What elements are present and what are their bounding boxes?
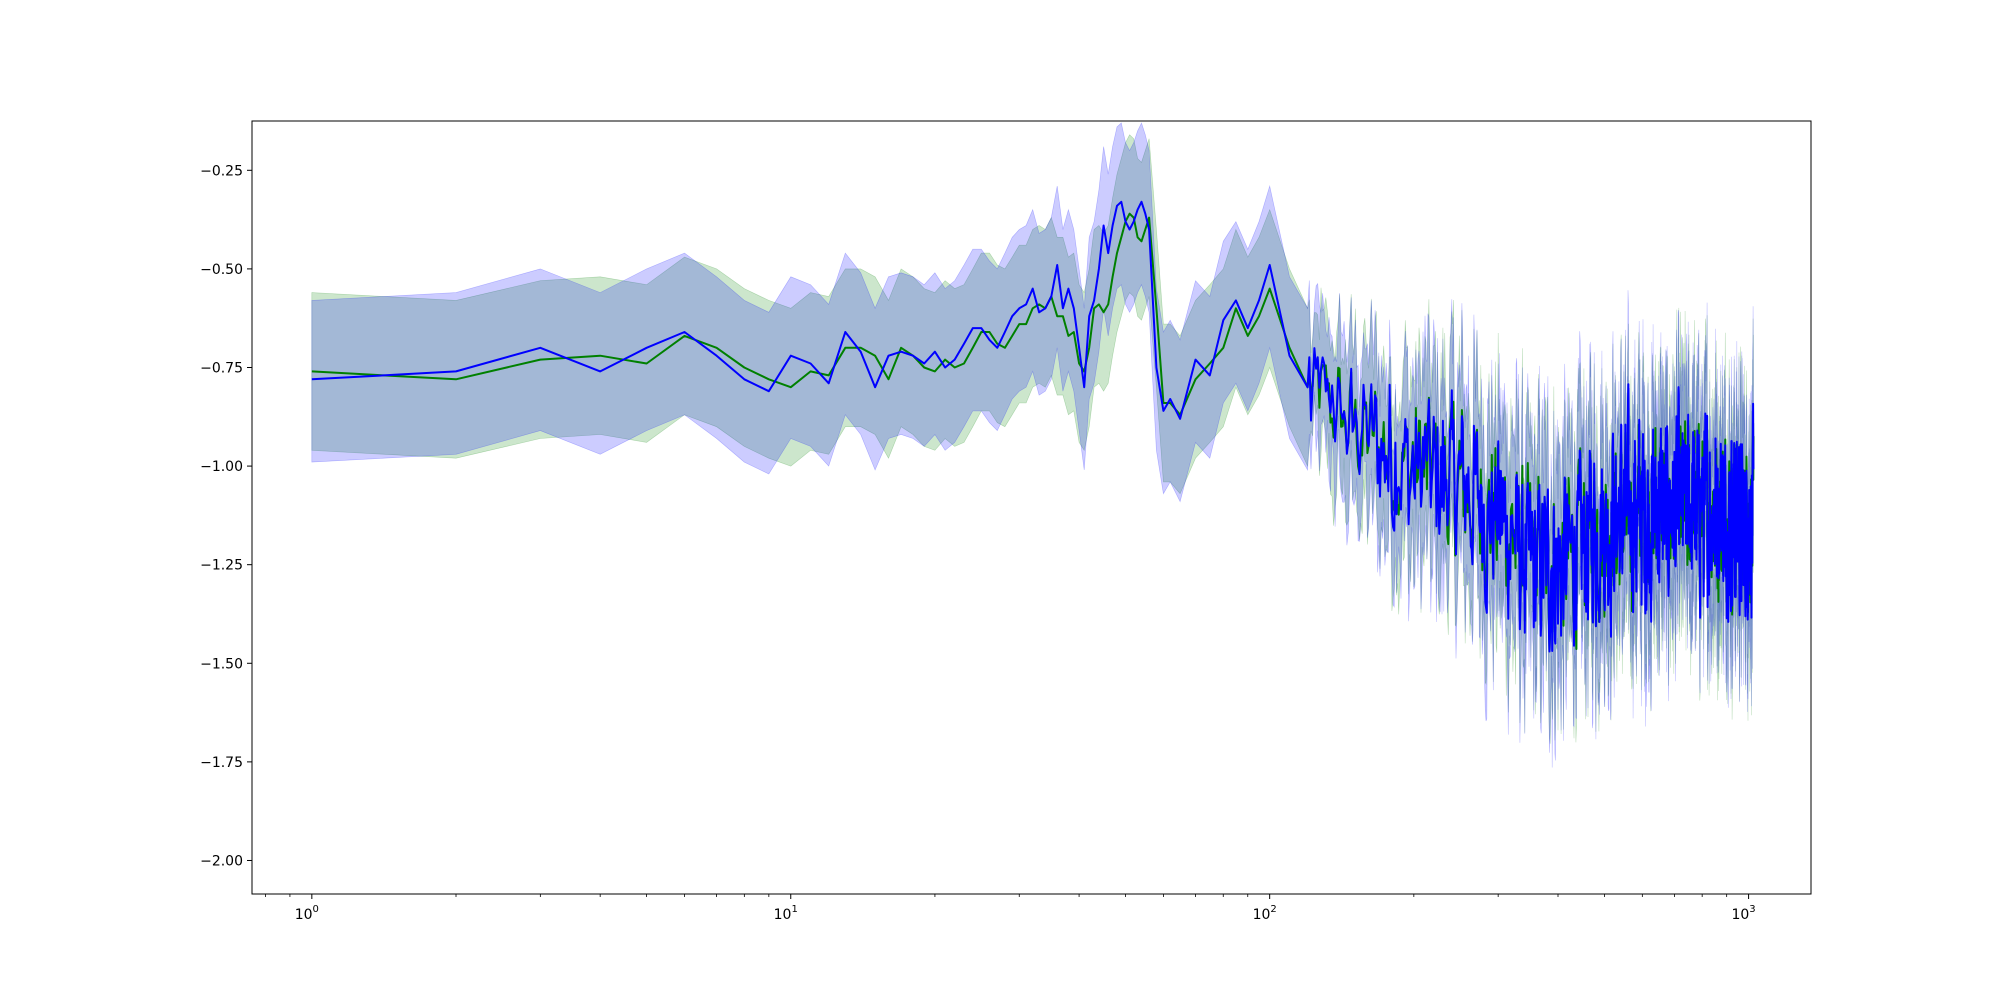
y-tick-label: −1.00	[200, 459, 243, 475]
y-axis-ticks: −0.25 −0.50 −0.75 −1.00 −1.25 −1.50 −1.75 −2.00	[200, 163, 252, 869]
x-tick-label: 102	[1253, 904, 1277, 923]
series-lines	[311, 200, 1755, 653]
y-tick-label: −1.50	[200, 656, 243, 672]
y-tick-label: −1.25	[200, 558, 243, 574]
x-tick-label: 103	[1731, 904, 1755, 923]
y-tick-label: −0.25	[200, 163, 243, 179]
y-tick-label: −0.50	[200, 262, 243, 278]
y-tick-label: −2.00	[200, 853, 243, 869]
y-tick-label: −0.75	[200, 360, 243, 376]
y-tick-label: −1.75	[200, 755, 243, 771]
axes-frame	[251, 120, 1812, 895]
x-tick-label: 100	[295, 904, 319, 923]
x-axis-ticks: 100 101 102 103	[295, 894, 1756, 923]
confidence-bands	[311, 122, 1754, 768]
series-2-band	[311, 122, 1754, 768]
x-tick-label: 101	[774, 904, 798, 923]
x-axis-minor-ticks	[265, 894, 1728, 897]
series-1-band	[311, 134, 1754, 744]
series-2-line	[311, 200, 1755, 653]
